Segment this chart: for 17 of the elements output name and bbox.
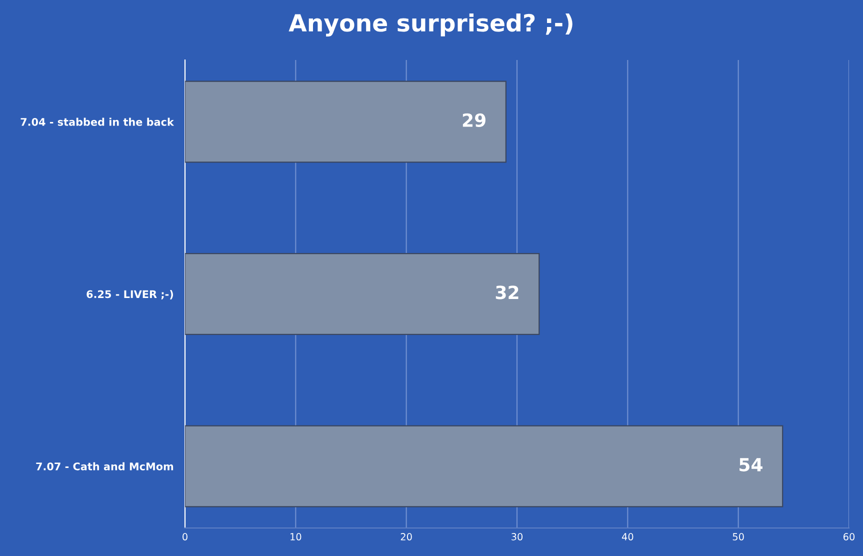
- x-tick-label: 10: [290, 533, 302, 540]
- bar: [185, 252, 540, 336]
- data-label: 32: [496, 286, 518, 300]
- x-tick-label: 30: [512, 533, 523, 540]
- x-tick-label: 40: [622, 533, 634, 540]
- x-tick-label: 50: [732, 533, 744, 540]
- bar: [185, 80, 506, 163]
- y-tick-label: 7.07 - Cath and McMom: [36, 462, 174, 470]
- x-tick-label: 60: [843, 533, 855, 540]
- y-tick-label: 6.25 - LIVER ;-): [86, 290, 173, 300]
- data-label: 29: [462, 113, 486, 127]
- x-tick-label: 0: [182, 533, 188, 540]
- x-tick-label: 20: [400, 533, 412, 540]
- chart-title: Anyone surprised? ;-): [288, 13, 572, 37]
- data-label: 54: [740, 458, 762, 472]
- y-tick-label: 7.04 - stabbed in the back: [20, 118, 174, 126]
- bar: [185, 425, 784, 508]
